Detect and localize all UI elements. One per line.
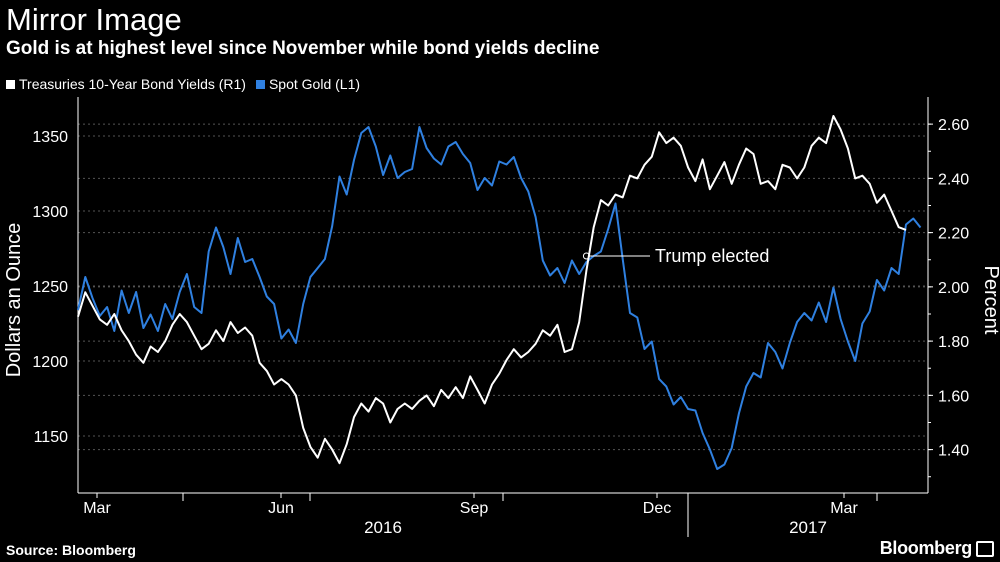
legend-label-gold: Spot Gold (L1) (268, 76, 361, 92)
legend: Treasuries 10-Year Bond Yields (R1) Spot… (6, 76, 360, 92)
legend-swatch-gold (255, 79, 265, 89)
annotation-label: Trump elected (655, 246, 769, 266)
legend-item-yields: Treasuries 10-Year Bond Yields (R1) (6, 76, 246, 92)
y-tick-right-1: 1.60 (938, 388, 969, 405)
series-line-gold (77, 126, 922, 470)
y-tick-left-4: 1350 (32, 129, 68, 146)
y-axis-title-left: Dollars an Ounce (3, 223, 25, 378)
y-tick-right-5: 2.40 (938, 171, 969, 188)
y-tick-right-6: 2.60 (938, 117, 969, 134)
year-label-1: 2017 (789, 518, 827, 537)
legend-label-yields: Treasuries 10-Year Bond Yields (R1) (19, 76, 246, 92)
y-tick-right-0: 1.40 (938, 443, 969, 460)
y-tick-right-3: 2.00 (938, 280, 969, 297)
chart-title: Mirror Image (6, 2, 182, 37)
legend-swatch-yields (6, 79, 15, 89)
bloomberg-logo-icon (976, 541, 994, 557)
x-tick-label-4: Mar (830, 500, 858, 517)
legend-item-gold: Spot Gold (L1) (255, 76, 361, 92)
chart-subtitle: Gold is at highest level since November … (6, 38, 600, 59)
x-tick-label-2: Sep (460, 500, 489, 517)
brand-wordmark: Bloomberg (879, 538, 973, 558)
y-tick-left-1: 1200 (32, 354, 68, 371)
y-tick-left-3: 1300 (32, 204, 68, 221)
x-tick-label-0: Mar (83, 500, 111, 517)
x-tick-label-3: Dec (643, 500, 671, 517)
series-line-yields (77, 115, 907, 465)
y-axis-title-right: Percent (980, 266, 1000, 335)
source-note: Source: Bloomberg (6, 542, 136, 558)
x-tick-label-1: Jun (268, 500, 294, 517)
y-tick-left-2: 1250 (32, 279, 68, 296)
y-tick-left-0: 1150 (34, 429, 69, 446)
y-tick-right-2: 1.80 (938, 334, 969, 351)
year-label-0: 2016 (364, 518, 402, 537)
y-tick-right-4: 2.20 (938, 226, 969, 243)
